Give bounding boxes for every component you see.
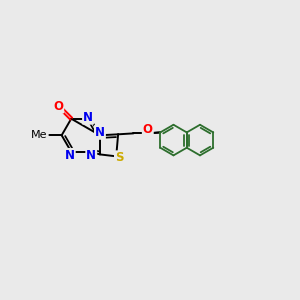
Text: Me: Me — [31, 130, 48, 140]
Text: O: O — [143, 123, 153, 136]
Text: O: O — [53, 100, 63, 112]
Text: N: N — [86, 149, 96, 162]
Text: S: S — [115, 151, 123, 164]
Text: N: N — [95, 126, 105, 139]
Text: N: N — [83, 111, 93, 124]
Text: N: N — [65, 149, 75, 162]
